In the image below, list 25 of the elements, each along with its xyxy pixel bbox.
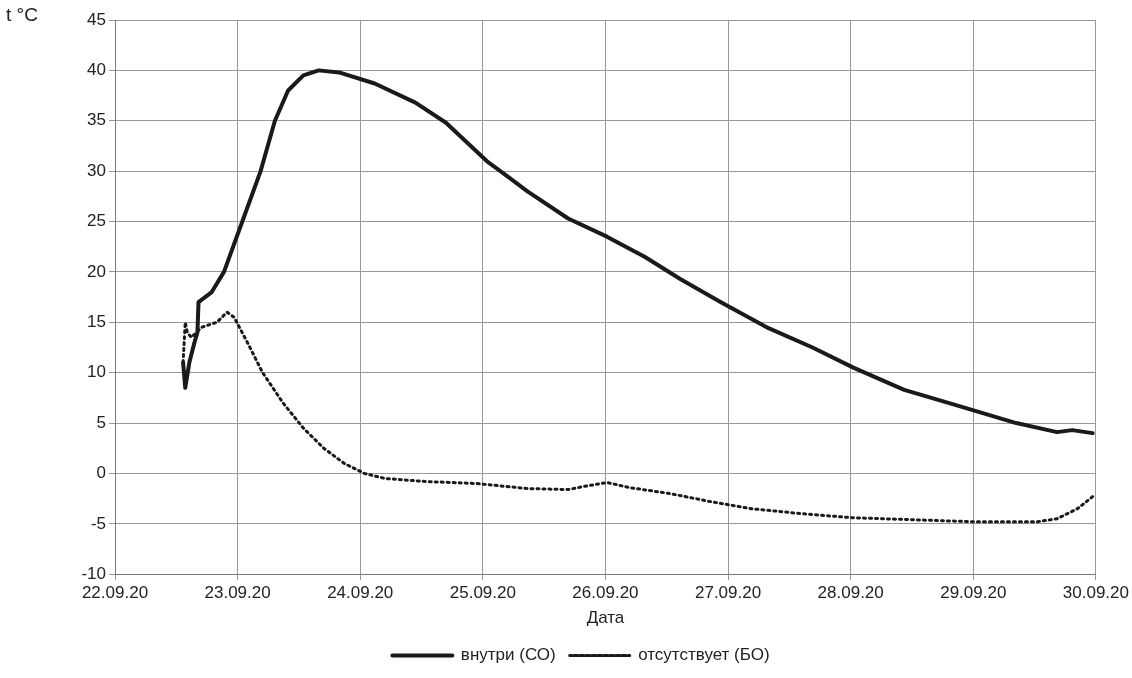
y-tick-label: 20: [87, 261, 106, 281]
y-tick-label: 30: [87, 160, 106, 180]
x-axis-title: Дата: [586, 608, 625, 628]
y-tick-label: 40: [87, 60, 106, 80]
y-tick-label: 5: [96, 412, 106, 432]
x-tick-label: 25.09.20: [449, 583, 516, 603]
x-tick-label: 23.09.20: [204, 583, 271, 603]
y-tick-label: -5: [90, 513, 106, 533]
legend-label: отсутствует (БО): [638, 645, 770, 665]
y-tick-label: 25: [87, 211, 106, 231]
x-tick-label: 22.09.20: [81, 583, 149, 603]
x-tick-label: 24.09.20: [327, 583, 394, 603]
y-tick-label: 10: [87, 362, 106, 382]
y-tick-label: 35: [87, 110, 106, 130]
y-tick-label: 45: [87, 9, 106, 29]
x-tick-label: 30.09.20: [1062, 583, 1130, 603]
y-axis-title: t °C: [6, 4, 38, 26]
legend-label: внутри (СО): [460, 645, 556, 665]
x-tick-label: 27.09.20: [694, 583, 762, 603]
x-tick-label: 29.09.20: [940, 583, 1007, 603]
y-tick-label: -10: [81, 563, 106, 583]
y-tick-label: 0: [96, 463, 106, 483]
x-tick-label: 26.09.20: [572, 583, 639, 603]
y-tick-label: 15: [87, 311, 106, 331]
x-tick-label: 28.09.20: [817, 583, 884, 603]
